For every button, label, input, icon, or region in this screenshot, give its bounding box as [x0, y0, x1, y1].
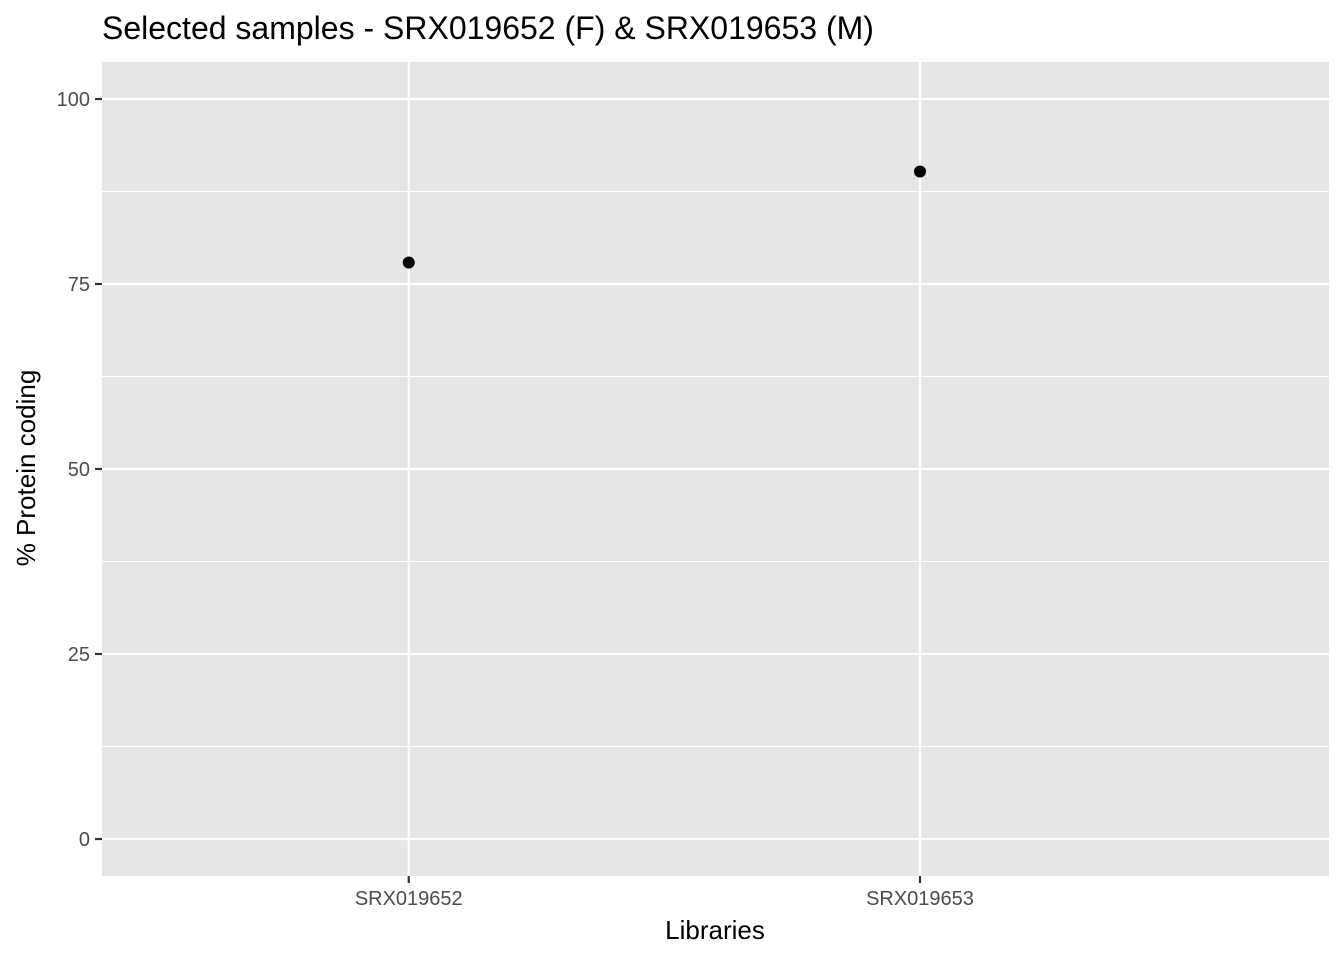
- y-tick-label: 100: [57, 89, 90, 111]
- plot-panel: [102, 62, 1329, 876]
- y-tick-label: 0: [79, 829, 90, 851]
- y-tick-label: 75: [68, 274, 90, 296]
- y-tick-label: 50: [68, 459, 90, 481]
- data-points: [402, 165, 926, 269]
- chart-title: Selected samples - SRX019652 (F) & SRX01…: [102, 10, 874, 46]
- x-tick-label: SRX019653: [866, 888, 974, 910]
- y-axis: 0 25 50 75 100: [57, 89, 102, 851]
- data-point-SRX019653: [914, 165, 926, 178]
- y-axis-title: % Protein coding: [11, 370, 41, 567]
- x-tick-label: SRX019652: [355, 888, 463, 910]
- data-point-SRX019652: [402, 256, 415, 269]
- x-axis-title: Libraries: [665, 915, 765, 945]
- x-axis: SRX019652 SRX019653: [355, 876, 974, 910]
- y-tick-label: 25: [68, 644, 90, 666]
